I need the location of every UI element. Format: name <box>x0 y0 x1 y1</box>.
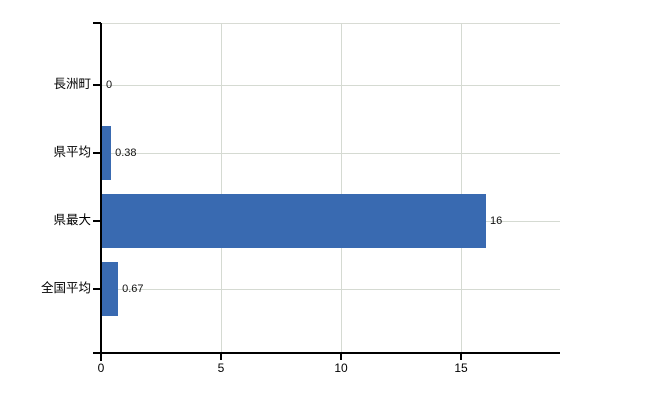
y-axis-tick <box>93 220 101 222</box>
gridline-vertical <box>461 23 462 352</box>
bar-value-label: 0 <box>106 79 113 91</box>
x-axis-tick <box>460 352 462 360</box>
y-axis-end-tick <box>93 22 101 24</box>
x-axis-tick-label: 15 <box>454 361 468 375</box>
plot-border-top <box>102 23 560 24</box>
x-axis-tick-label: 10 <box>334 361 348 375</box>
bar-value-label: 0.38 <box>115 147 137 159</box>
x-axis-tick <box>220 352 222 360</box>
x-axis-tick-label: 5 <box>217 361 225 375</box>
y-axis-tick <box>93 84 101 86</box>
gridline-horizontal <box>102 153 560 154</box>
x-axis-line <box>93 352 560 354</box>
gridline-horizontal <box>102 85 560 86</box>
bar-pref-max <box>102 194 486 248</box>
bar-value-label: 0.67 <box>122 283 144 295</box>
category-label: 県最大 <box>53 213 91 227</box>
category-label: 長洲町 <box>53 77 91 91</box>
bar-national-average <box>102 262 119 316</box>
x-axis-tick <box>100 352 102 360</box>
category-label: 全国平均 <box>40 281 91 295</box>
y-axis-line <box>100 23 102 361</box>
y-axis-tick <box>93 288 101 290</box>
category-label: 県平均 <box>53 145 91 159</box>
x-axis-tick-label: 0 <box>97 361 105 375</box>
bar-value-label: 16 <box>490 215 503 227</box>
gridline-vertical <box>341 23 342 352</box>
bar-pref-average <box>102 126 112 180</box>
gridline-vertical <box>221 23 222 352</box>
gridline-horizontal <box>102 289 560 290</box>
y-axis-tick <box>93 152 101 154</box>
x-axis-tick <box>340 352 342 360</box>
